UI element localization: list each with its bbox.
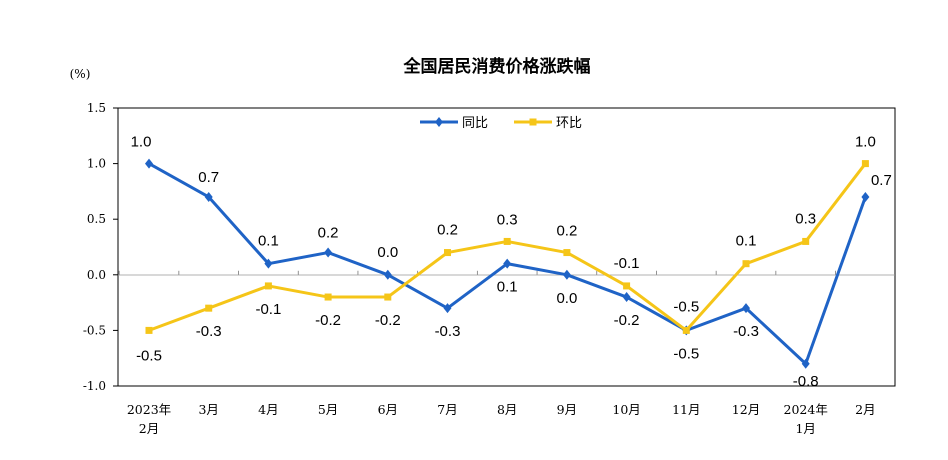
data-point bbox=[443, 303, 452, 314]
y-tick-label: -0.5 bbox=[83, 323, 106, 337]
data-point bbox=[145, 326, 153, 334]
legend-marker bbox=[529, 118, 537, 126]
data-label: -0.5 bbox=[673, 298, 699, 315]
data-label: 1.0 bbox=[131, 134, 152, 151]
x-axis: 2023年 2月 3月 4月 5月 6月 7月 8月 9月 10月 11月 12月 2024年 1月 2月 bbox=[118, 270, 876, 436]
data-point bbox=[563, 249, 571, 257]
data-point bbox=[742, 260, 750, 268]
data-label: -0.2 bbox=[375, 312, 401, 329]
data-point bbox=[801, 358, 810, 369]
data-point bbox=[383, 269, 392, 280]
data-point bbox=[682, 326, 690, 334]
data-label: -0.1 bbox=[255, 301, 281, 318]
x-tick-label: 2月 bbox=[855, 402, 875, 417]
x-tick-label: 4月 bbox=[258, 402, 278, 417]
data-point bbox=[145, 158, 153, 169]
x-tick-label: 5月 bbox=[318, 402, 338, 417]
data-label: 0.2 bbox=[556, 223, 577, 240]
x-tick-label: 1月 bbox=[795, 421, 815, 436]
x-tick-label: 12月 bbox=[732, 402, 760, 417]
data-point bbox=[204, 191, 213, 202]
data-label: -0.8 bbox=[793, 373, 819, 390]
data-label: 0.2 bbox=[437, 222, 458, 239]
data-point bbox=[444, 249, 451, 257]
y-axis: 1.5 1.0 0.5 0.0 -0.5 -1.0 bbox=[83, 101, 118, 393]
data-point bbox=[324, 247, 333, 258]
data-label: 0.3 bbox=[795, 210, 816, 227]
data-label: 0.3 bbox=[497, 211, 518, 228]
x-tick-label: 10月 bbox=[612, 402, 640, 417]
data-label: -0.5 bbox=[136, 347, 162, 364]
data-point bbox=[324, 293, 332, 301]
data-point bbox=[861, 160, 869, 168]
legend-label: 环比 bbox=[556, 116, 582, 131]
data-point bbox=[503, 237, 511, 245]
data-label: 0.0 bbox=[377, 244, 398, 261]
data-point bbox=[205, 304, 213, 312]
data-label: 0.0 bbox=[556, 290, 577, 307]
x-tick-label: 3月 bbox=[198, 402, 218, 417]
y-unit-label: (%) bbox=[70, 67, 91, 81]
series-mom: -0.5 -0.3 -0.1 -0.2 -0.2 0.2 0.3 0.2 -0.1 -0.5 0.1… bbox=[136, 134, 876, 365]
y-tick-label: -1.0 bbox=[83, 379, 106, 393]
data-label: -0.1 bbox=[614, 255, 640, 272]
data-label: -0.5 bbox=[673, 345, 699, 362]
x-tick-label: 2月 bbox=[139, 421, 159, 436]
y-tick-label: 0.0 bbox=[87, 268, 106, 282]
data-label: -0.3 bbox=[196, 323, 222, 340]
x-tick-label: 2023年 bbox=[127, 402, 171, 417]
x-tick-label: 6月 bbox=[378, 402, 398, 417]
data-label: -0.3 bbox=[733, 323, 759, 340]
data-label: 0.1 bbox=[497, 279, 518, 296]
plot-frame bbox=[117, 107, 896, 387]
data-point bbox=[861, 191, 870, 202]
x-tick-label: 9月 bbox=[557, 402, 577, 417]
data-point bbox=[562, 269, 571, 280]
data-label: -0.2 bbox=[614, 312, 640, 329]
x-tick-label: 11月 bbox=[672, 402, 700, 417]
data-label: -0.2 bbox=[315, 312, 341, 329]
data-label: 0.7 bbox=[198, 169, 219, 186]
data-label: 0.1 bbox=[258, 233, 279, 250]
y-tick-label: 0.5 bbox=[87, 212, 106, 226]
data-point bbox=[802, 237, 810, 245]
y-tick-label: 1.0 bbox=[87, 157, 106, 171]
x-tick-label: 2024年 bbox=[784, 402, 828, 417]
series-layer: 1.00.70.1 0.20.0-0.30.10.0-0.2-0.5-0.3-0.… bbox=[131, 134, 892, 390]
series-yoy: 1.00.70.1 0.20.0-0.30.10.0-0.2-0.5-0.3-0.… bbox=[131, 134, 892, 390]
x-tick-label: 7月 bbox=[437, 402, 457, 417]
legend: 同比 环比 bbox=[420, 116, 582, 131]
y-tick-label: 1.5 bbox=[87, 101, 106, 115]
data-label: 1.0 bbox=[855, 134, 876, 151]
data-label: -0.3 bbox=[435, 323, 461, 340]
data-label: 0.2 bbox=[318, 225, 339, 242]
data-point bbox=[622, 292, 631, 303]
legend-label: 同比 bbox=[462, 116, 488, 131]
legend-marker bbox=[435, 117, 443, 127]
data-point bbox=[623, 282, 631, 290]
data-point bbox=[384, 293, 392, 301]
data-label: 0.1 bbox=[736, 233, 757, 250]
data-label: 0.7 bbox=[871, 172, 892, 189]
data-point bbox=[264, 282, 272, 290]
x-tick-label: 8月 bbox=[497, 402, 517, 417]
data-point bbox=[742, 303, 750, 314]
data-point bbox=[503, 258, 512, 269]
data-point bbox=[264, 258, 273, 269]
chart-title: 全国居民消费价格涨跌幅 bbox=[403, 56, 591, 77]
